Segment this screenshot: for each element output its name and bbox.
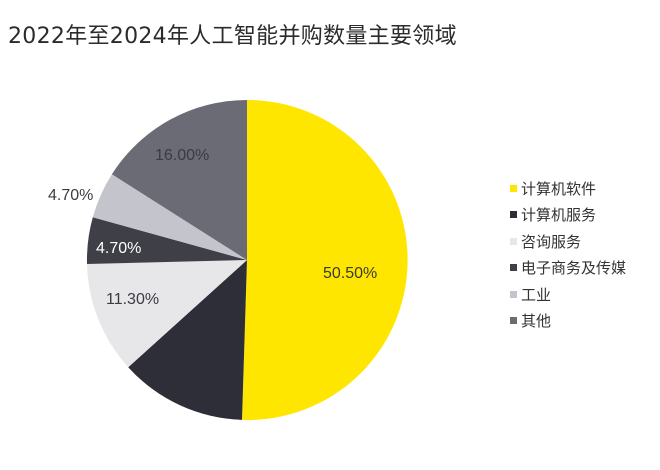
legend-item-other: 其他 — [510, 308, 626, 335]
legend-swatch-icon — [510, 264, 517, 272]
legend-label: 工业 — [521, 285, 552, 304]
legend-swatch-icon — [510, 184, 517, 192]
chart-legend: 计算机软件 计算机服务 咨询服务 电子商务及传媒 工业 其他 — [510, 175, 626, 334]
legend-label: 其他 — [521, 312, 552, 331]
slice-ecommerce-media — [86, 217, 247, 264]
slice-label-ecommerce-media: 4.70% — [96, 240, 141, 257]
chart-title: 2022年至2024年人工智能并购数量主要领域 — [8, 24, 457, 49]
slice-computer-software — [242, 99, 408, 420]
legend-item-ecommerce-media: 电子商务及传媒 — [510, 255, 626, 282]
legend-swatch-icon — [510, 211, 517, 219]
legend-item-consulting: 咨询服务 — [510, 228, 626, 255]
legend-swatch-icon — [510, 237, 517, 245]
slice-computer-services — [128, 260, 247, 420]
slice-industrial — [92, 174, 247, 260]
slice-label-industrial: 4.70% — [48, 187, 93, 204]
legend-label: 电子商务及传媒 — [521, 259, 627, 278]
legend-item-computer-software: 计算机软件 — [510, 175, 626, 202]
legend-swatch-icon — [510, 290, 517, 298]
slice-label-computer-software: 50.50% — [323, 265, 377, 282]
legend-item-computer-services: 计算机服务 — [510, 202, 626, 229]
legend-label: 计算机服务 — [521, 206, 597, 225]
slice-label-consulting: 11.30% — [106, 291, 159, 308]
legend-item-industrial: 工业 — [510, 281, 626, 308]
legend-label: 咨询服务 — [521, 232, 582, 251]
legend-label: 计算机软件 — [521, 179, 597, 198]
slice-label-other: 16.00% — [155, 147, 209, 164]
slice-consulting — [87, 260, 247, 368]
legend-swatch-icon — [510, 317, 517, 325]
slice-other — [111, 100, 248, 260]
